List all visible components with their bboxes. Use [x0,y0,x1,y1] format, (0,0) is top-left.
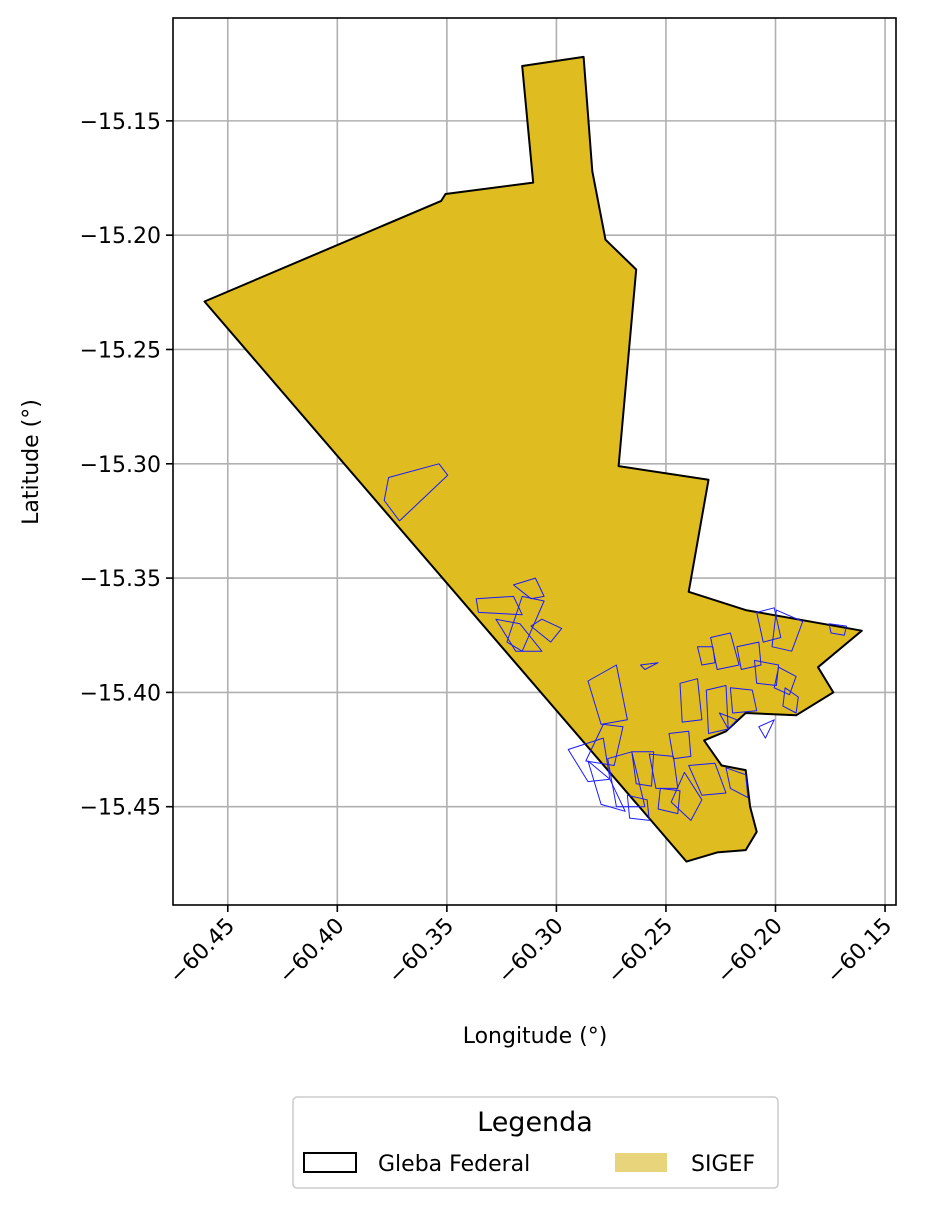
sigef-parcel-18 [771,609,804,652]
gleba-federal-polygon [203,55,863,863]
plot-area [172,17,897,906]
y-axis-label: Latitude (°) [19,399,44,525]
legend-swatch-sigef [615,1153,667,1172]
sigef-parcel-28 [657,787,681,815]
legend-label-gleba-federal: Gleba Federal [378,1152,530,1177]
y-tick-label-2: −15.25 [80,338,161,363]
x-tick-label-2: −60.35 [384,914,459,989]
sigef-parcel-29 [758,719,775,739]
sigef-parcel-16 [736,641,762,670]
sigef-parcel-24 [668,730,692,760]
sigef-parcel-30 [828,623,847,636]
sigef-parcel-1 [475,595,523,616]
sigef-parcel-5 [530,618,563,643]
sigef-parcel-2 [513,577,545,600]
sigef-parcel-9 [607,751,646,808]
sigef-parcel-21 [782,687,799,714]
gleba-federal-polygon-layer [203,55,863,863]
sigef-parcel-14 [729,687,758,714]
y-tick-label-1: −15.20 [80,224,161,249]
sigef-parcel-31 [718,712,738,730]
y-tick-label-4: −15.35 [80,567,161,592]
x-tick-label-4: −60.25 [603,914,678,989]
sigef-parcel-23 [640,662,659,670]
x-tick-label-1: −60.40 [274,914,349,989]
sigef-parcel-20 [773,666,797,696]
y-tick-label-0: −15.15 [80,110,161,135]
plot-frame [172,17,897,906]
sigef-parcels-layer [383,463,847,821]
y-tick-label-3: −15.30 [80,453,161,478]
sigef-parcel-22 [697,646,716,666]
sigef-parcel-15 [710,632,740,670]
sigef-parcel-32 [587,760,626,812]
x-tick-label-3: −60.30 [493,914,568,989]
legend-swatch-gleba-federal [303,1152,357,1173]
x-tick-label-5: −60.20 [712,914,787,989]
sigef-parcel-17 [756,607,782,643]
legend-label-sigef: SIGEF [691,1152,755,1177]
y-tick-label-6: −15.45 [80,796,161,821]
legend-title: Legenda [477,1107,593,1138]
y-tick-label-5: −15.40 [80,681,161,706]
sigef-parcel-19 [754,659,780,686]
sigef-parcel-7 [585,723,624,766]
legend: Legenda Gleba Federal SIGEF [292,1096,779,1189]
sigef-parcel-10 [631,751,655,787]
x-tick-label-0: −60.45 [165,914,240,989]
sigef-parcel-33 [626,794,650,821]
y-axis-ticks: −15.15 −15.20 −15.25 −15.30 −15.35 −15.40 −15.… [80,110,173,821]
x-axis-label: Longitude (°) [463,1024,608,1049]
x-axis-ticks: −60.45 −60.40 −60.35 −60.30 −60.25 −60.20 −60.… [165,905,897,989]
sigef-parcel-4 [495,618,543,652]
x-tick-label-6: −60.15 [822,914,897,989]
sigef-parcel-6 [587,664,628,725]
sigef-parcel-0 [383,463,449,522]
sigef-parcel-25 [688,762,727,796]
sigef-parcel-12 [679,678,703,723]
sigef-parcel-27 [725,767,749,799]
sigef-parcel-26 [670,771,703,821]
